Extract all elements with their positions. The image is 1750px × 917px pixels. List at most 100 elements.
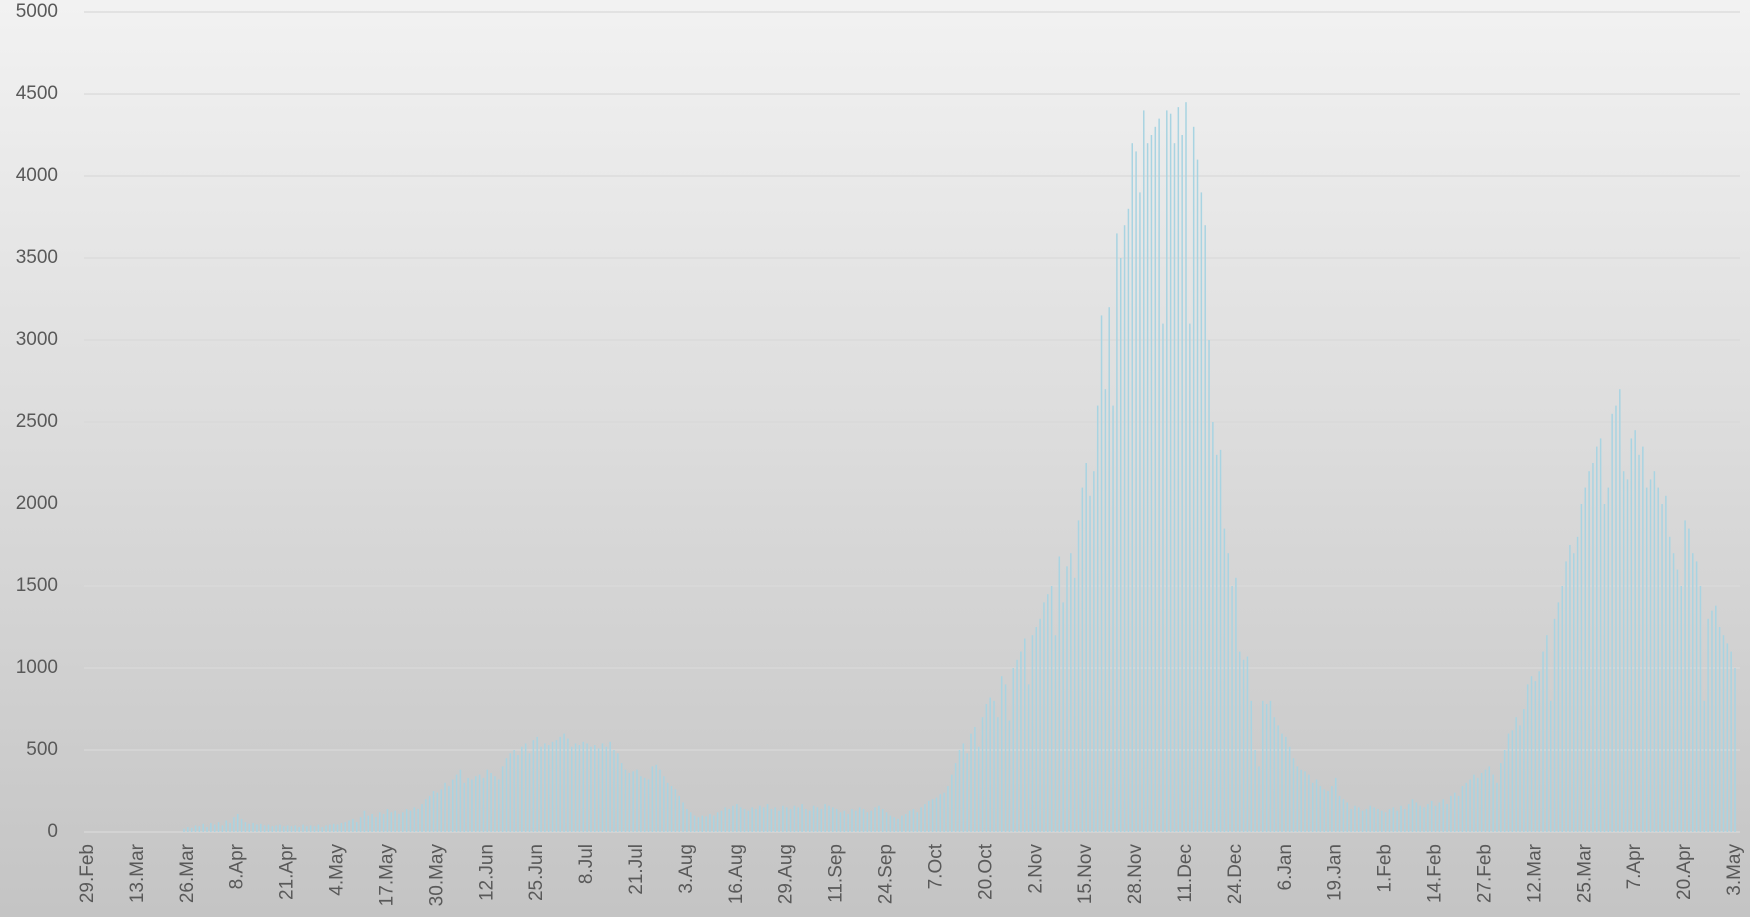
bar xyxy=(1073,577,1076,832)
bar xyxy=(1150,135,1153,832)
bar xyxy=(359,817,362,832)
bar xyxy=(1453,792,1456,832)
bar xyxy=(398,813,400,832)
bar xyxy=(713,815,715,832)
bar xyxy=(651,766,654,832)
bar xyxy=(1607,487,1610,832)
bar xyxy=(1050,586,1053,832)
bar xyxy=(436,792,439,832)
bar xyxy=(1020,651,1022,832)
bar xyxy=(279,824,281,832)
y-tick-label: 3500 xyxy=(16,247,58,268)
x-tick-label: 1.Feb xyxy=(1375,844,1396,893)
bar xyxy=(1296,766,1299,832)
x-tick-label: 24.Dec xyxy=(1225,844,1246,904)
bar xyxy=(1189,323,1191,832)
bar xyxy=(290,826,293,832)
bar xyxy=(1104,389,1107,832)
bar xyxy=(1158,118,1160,833)
bar xyxy=(1523,709,1525,832)
bar xyxy=(283,826,285,832)
bar xyxy=(590,746,592,832)
bar xyxy=(1381,810,1383,832)
x-tick-label: 29.Feb xyxy=(77,844,98,903)
bar xyxy=(1661,504,1663,832)
bar xyxy=(1699,586,1702,832)
bar xyxy=(1557,602,1560,832)
bar xyxy=(855,810,857,832)
bar xyxy=(709,813,711,832)
bar xyxy=(1012,668,1014,832)
y-tick-label: 0 xyxy=(47,821,58,842)
bar xyxy=(444,782,446,832)
bar xyxy=(1622,471,1625,832)
bar xyxy=(417,809,419,832)
bar xyxy=(206,827,208,832)
bar xyxy=(252,822,254,832)
bar xyxy=(501,766,504,832)
bar xyxy=(1123,225,1126,832)
bar xyxy=(1119,258,1122,832)
y-tick-label: 1500 xyxy=(16,575,58,596)
bar xyxy=(1434,805,1437,832)
bar xyxy=(1093,471,1095,832)
bar xyxy=(390,812,393,832)
bar xyxy=(190,827,193,832)
bar xyxy=(275,825,277,832)
x-tick-label: 2.Nov xyxy=(1025,844,1046,894)
bar xyxy=(1173,143,1176,832)
x-tick-label: 29.Aug xyxy=(776,844,797,904)
bar xyxy=(582,741,585,832)
bar xyxy=(889,815,892,832)
bar xyxy=(617,753,619,832)
bar xyxy=(471,779,473,832)
bar xyxy=(567,738,569,832)
bar xyxy=(666,782,669,832)
bar xyxy=(1369,805,1372,832)
x-tick-label: 3.Aug xyxy=(676,844,697,894)
bar xyxy=(716,812,719,832)
bar xyxy=(1177,107,1180,833)
bar xyxy=(594,745,596,832)
bar xyxy=(993,700,995,832)
bar xyxy=(1642,446,1644,832)
bar xyxy=(547,745,550,832)
bar xyxy=(947,786,949,832)
bar xyxy=(1242,659,1245,832)
bar xyxy=(724,807,727,832)
bar xyxy=(1477,777,1479,832)
bar xyxy=(1676,569,1679,832)
bar xyxy=(306,826,308,832)
bar xyxy=(1031,635,1034,832)
bar xyxy=(1565,561,1567,832)
bar xyxy=(1169,113,1172,833)
bar xyxy=(624,769,627,832)
bar xyxy=(1373,807,1375,832)
bar xyxy=(317,824,320,832)
bar xyxy=(1358,807,1360,832)
bar xyxy=(286,825,289,832)
bar xyxy=(613,750,615,832)
bar xyxy=(682,802,684,832)
bar xyxy=(904,813,907,832)
bar xyxy=(1553,618,1556,832)
bar xyxy=(375,817,377,832)
bar xyxy=(697,817,700,832)
bar xyxy=(1580,504,1583,832)
bar xyxy=(1603,504,1606,832)
bar xyxy=(1711,610,1713,832)
bar xyxy=(659,769,661,832)
bar xyxy=(225,820,227,832)
bar xyxy=(448,786,450,832)
bar xyxy=(1208,340,1210,832)
bar xyxy=(382,813,385,832)
bar xyxy=(1465,782,1468,832)
bar xyxy=(1496,782,1498,832)
bar xyxy=(1089,495,1091,832)
bar xyxy=(402,812,404,832)
bar xyxy=(1070,553,1072,832)
bar xyxy=(490,772,492,832)
bar xyxy=(736,804,738,832)
bar xyxy=(1315,779,1318,832)
bar xyxy=(954,763,957,832)
